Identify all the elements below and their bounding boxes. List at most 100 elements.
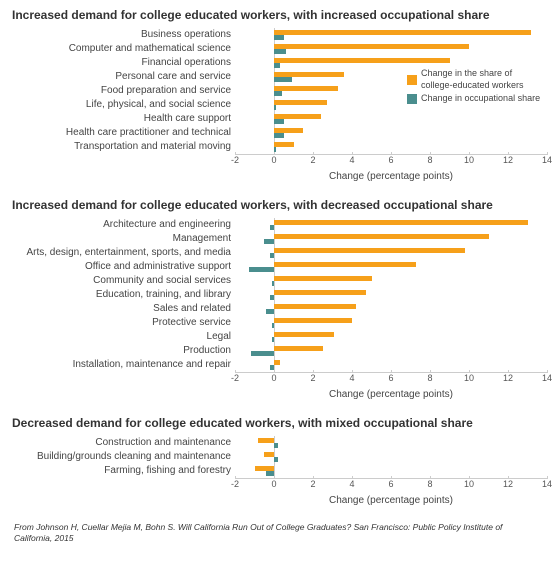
legend-label: Change in occupational share [421,93,540,105]
x-tick: 2 [303,479,323,489]
panel-title: Increased demand for college educated wo… [12,198,547,212]
legend-swatch [407,94,417,104]
bar-occupational-share [270,225,274,230]
category-label: Construction and maintenance [10,436,235,450]
x-tick: 10 [459,155,479,165]
category-label: Legal [10,330,235,344]
x-axis-label: Change (percentage points) [235,495,547,506]
bar-college-share [274,360,280,365]
bar-occupational-share [264,239,274,244]
bar-college-share [274,58,450,63]
bar-row [235,302,547,316]
chart: Business operationsComputer and mathemat… [10,28,547,182]
bar-occupational-share [270,253,274,258]
bar-college-share [274,290,366,295]
x-axis-label: Change (percentage points) [235,171,547,182]
bar-college-share [274,86,338,91]
x-axis: -202468101214 [235,373,547,387]
legend-item: Change in occupational share [407,93,541,105]
bar-occupational-share [274,457,278,462]
legend-swatch [407,75,417,85]
x-tick: 12 [498,373,518,383]
plot-area [235,436,547,479]
x-tick: -2 [225,155,245,165]
x-tick: 10 [459,373,479,383]
plot: -202468101214Change (percentage points)C… [235,28,547,182]
x-tick: 4 [342,155,362,165]
bar-occupational-share [274,443,278,448]
category-label: Computer and mathematical science [10,42,235,56]
bar-college-share [274,220,528,225]
category-label: Office and administrative support [10,260,235,274]
bar-occupational-share [274,63,280,68]
category-label: Life, physical, and social science [10,98,235,112]
category-label: Business operations [10,28,235,42]
plot: -202468101214Change (percentage points) [235,218,547,400]
category-label: Personal care and service [10,70,235,84]
bar-college-share [274,30,531,35]
bar-row [235,28,547,42]
x-tick: 0 [264,479,284,489]
bar-row [235,218,547,232]
bar-college-share [274,346,323,351]
category-labels: Architecture and engineeringManagementAr… [10,218,235,372]
x-tick: 10 [459,479,479,489]
bar-college-share [274,304,356,309]
bar-college-share [274,142,294,147]
category-label: Health care support [10,112,235,126]
category-label: Installation, maintenance and repair [10,358,235,372]
bar-row [235,42,547,56]
bar-occupational-share [274,133,284,138]
figure: Increased demand for college educated wo… [0,0,557,550]
category-label: Financial operations [10,56,235,70]
category-label: Transportation and material moving [10,140,235,154]
bar-row [235,260,547,274]
bar-occupational-share [251,351,274,356]
x-tick: 8 [420,373,440,383]
bar-college-share [274,100,327,105]
x-tick: 2 [303,373,323,383]
bar-row [235,436,547,450]
bar-occupational-share [274,105,276,110]
x-axis-label: Change (percentage points) [235,389,547,400]
x-tick: 4 [342,479,362,489]
category-label: Farming, fishing and forestry [10,464,235,478]
panel-title: Decreased demand for college educated wo… [12,416,547,430]
citation: From Johnson H, Cuellar Mejia M, Bohn S.… [14,522,543,544]
plot-area [235,218,547,373]
bar-college-share [274,318,352,323]
x-tick: 14 [537,155,557,165]
legend: Change in the share of college-educated … [405,66,543,109]
x-tick: 2 [303,155,323,165]
bar-college-share [274,234,489,239]
bar-occupational-share [274,119,284,124]
bar-occupational-share [249,267,274,272]
bar-row [235,232,547,246]
x-tick: 6 [381,479,401,489]
bar-row [235,316,547,330]
plot: -202468101214Change (percentage points) [235,436,547,506]
bar-row [235,126,547,140]
bar-college-share [264,452,274,457]
bar-occupational-share [272,281,274,286]
category-label: Health care practitioner and technical [10,126,235,140]
bar-occupational-share [274,35,284,40]
x-tick: 14 [537,373,557,383]
bar-occupational-share [274,49,286,54]
bar-college-share [274,44,469,49]
category-label: Sales and related [10,302,235,316]
category-label: Architecture and engineering [10,218,235,232]
x-axis: -202468101214 [235,155,547,169]
bar-occupational-share [272,337,274,342]
category-label: Food preparation and service [10,84,235,98]
bar-occupational-share [272,323,274,328]
bar-college-share [274,248,465,253]
chart: Architecture and engineeringManagementAr… [10,218,547,400]
bar-college-share [274,262,416,267]
bar-occupational-share [274,77,292,82]
x-axis: -202468101214 [235,479,547,493]
legend-item: Change in the share of college-educated … [407,68,541,91]
panel: Increased demand for college educated wo… [10,198,547,400]
category-label: Protective service [10,316,235,330]
bar-row [235,274,547,288]
